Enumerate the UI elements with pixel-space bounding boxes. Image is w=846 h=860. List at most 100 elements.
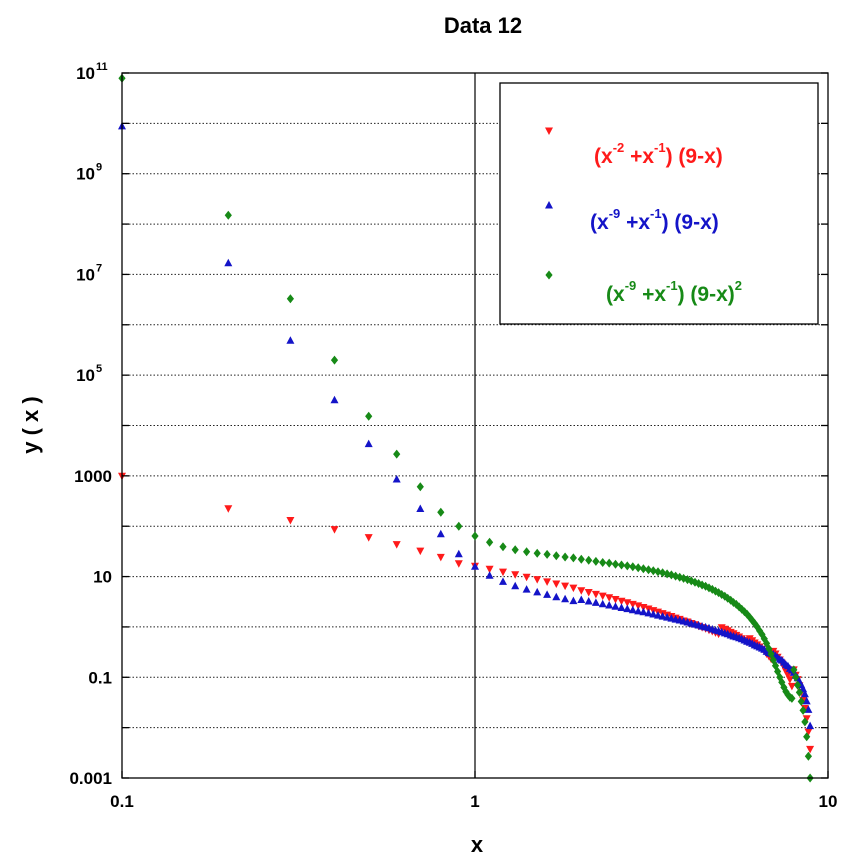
data-point	[224, 258, 233, 267]
y-tick-exponent: 5	[96, 363, 102, 375]
data-point	[569, 584, 578, 593]
y-tick-label: 1000	[74, 467, 112, 486]
data-point	[577, 554, 585, 564]
data-points	[118, 73, 815, 783]
data-point	[611, 602, 620, 610]
data-point	[611, 596, 620, 604]
y-tick-label: 10	[76, 366, 95, 385]
data-point	[672, 571, 680, 581]
y-tick-exponent: 7	[96, 262, 102, 274]
data-point	[802, 715, 811, 723]
data-point	[800, 689, 809, 698]
legend-label: (x-9 +x-1) (9-x)2	[606, 278, 742, 306]
data-point	[702, 581, 710, 591]
legend-label: (x-2 +x-1) (9-x)	[594, 140, 723, 168]
data-point	[436, 529, 445, 538]
data-point	[592, 556, 600, 566]
data-point	[511, 571, 520, 579]
data-point	[806, 721, 815, 730]
data-point	[454, 560, 463, 568]
data-point	[611, 559, 620, 569]
data-point	[584, 589, 593, 597]
data-point	[416, 547, 425, 556]
data-point	[785, 676, 794, 684]
data-point	[708, 584, 716, 594]
chart-title: Data 12	[444, 13, 522, 38]
data-point	[654, 611, 662, 619]
data-point	[658, 612, 667, 620]
data-point	[499, 542, 507, 552]
data-point	[569, 553, 577, 563]
data-point	[654, 567, 662, 577]
data-point	[794, 680, 802, 690]
data-point	[533, 587, 542, 596]
data-point	[605, 594, 614, 602]
data-point	[774, 667, 782, 676]
data-point	[628, 605, 637, 614]
data-point	[760, 634, 768, 644]
data-point	[471, 531, 479, 541]
x-tick-label: 0.1	[110, 792, 134, 811]
data-point	[455, 521, 463, 531]
data-point	[364, 534, 373, 542]
x-tick-label: 10	[819, 792, 838, 811]
data-point	[735, 602, 743, 612]
data-point	[680, 573, 688, 583]
data-point	[561, 594, 570, 603]
data-point	[533, 576, 542, 584]
data-point	[778, 677, 786, 687]
data-point	[776, 672, 784, 682]
data-point	[286, 517, 295, 525]
data-point	[552, 592, 561, 601]
data-point	[797, 697, 805, 706]
data-point	[598, 599, 607, 608]
legend-label: (x-9 +x-1) (9-x)	[590, 206, 719, 234]
data-point	[623, 604, 632, 613]
data-point	[763, 638, 771, 648]
data-point	[552, 551, 560, 561]
data-point	[543, 590, 552, 598]
legend-marker	[545, 127, 553, 135]
data-point	[634, 563, 642, 573]
y-tick-label: 10	[76, 165, 95, 184]
data-point	[511, 581, 520, 590]
data-point	[577, 587, 586, 595]
data-point	[804, 728, 813, 736]
data-point	[591, 590, 600, 599]
data-point	[585, 555, 593, 565]
data-point	[767, 649, 775, 659]
data-point	[639, 607, 648, 616]
data-point	[659, 568, 667, 578]
data-point	[804, 751, 812, 761]
data-point	[783, 671, 792, 680]
data-point	[623, 561, 631, 571]
data-point	[365, 411, 373, 421]
data-point	[224, 505, 233, 513]
data-point	[393, 449, 401, 459]
data-point	[486, 537, 494, 547]
data-point	[649, 610, 658, 618]
legend-marker	[545, 201, 553, 209]
y-tick-label: 0.1	[88, 668, 112, 687]
legend: (x-2 +x-1) (9-x) (x-9 +x-1) (9-x) (x-9 +x-…	[499, 82, 819, 325]
data-point	[522, 573, 531, 582]
data-point	[801, 717, 809, 727]
data-point	[454, 549, 463, 558]
data-point	[605, 558, 613, 568]
data-point	[598, 592, 607, 601]
data-point	[732, 599, 740, 609]
data-point	[799, 705, 807, 715]
data-point	[523, 547, 531, 557]
data-point	[437, 507, 445, 517]
data-point	[649, 566, 657, 576]
data-point	[738, 604, 746, 614]
y-tick-label: 0.001	[69, 769, 112, 788]
data-point	[224, 210, 232, 220]
data-point	[392, 541, 401, 549]
data-point	[644, 608, 653, 617]
data-point	[756, 626, 764, 636]
data-point	[561, 582, 570, 591]
y-tick-exponent: 11	[96, 61, 108, 73]
